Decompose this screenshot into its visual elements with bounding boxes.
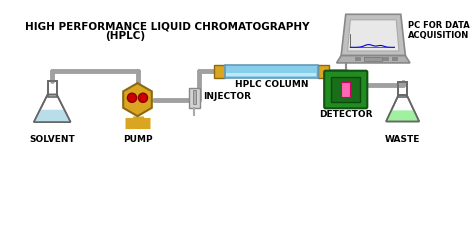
Polygon shape xyxy=(123,83,152,116)
Polygon shape xyxy=(347,20,399,51)
Circle shape xyxy=(138,93,147,102)
Circle shape xyxy=(128,93,137,102)
Bar xyxy=(383,57,389,61)
Bar xyxy=(227,73,316,76)
Bar xyxy=(192,90,196,104)
Polygon shape xyxy=(34,110,71,122)
Polygon shape xyxy=(34,94,71,122)
Text: DETECTOR: DETECTOR xyxy=(319,110,373,119)
Polygon shape xyxy=(337,55,410,63)
Bar xyxy=(214,65,225,78)
Bar xyxy=(399,82,407,97)
Text: PC FOR DATA
ACQUISITION: PC FOR DATA ACQUISITION xyxy=(408,21,470,40)
Polygon shape xyxy=(386,110,419,121)
Bar xyxy=(331,77,360,102)
Bar xyxy=(225,65,318,78)
Bar xyxy=(373,57,380,61)
Text: HIGH PERFORMANCE LIQUID CHROMATOGRAPHY: HIGH PERFORMANCE LIQUID CHROMATOGRAPHY xyxy=(25,22,309,32)
Bar xyxy=(47,81,57,97)
Bar xyxy=(189,88,200,108)
Bar xyxy=(392,57,398,61)
Bar xyxy=(318,65,329,78)
Text: (HPLC): (HPLC) xyxy=(106,31,146,41)
Bar xyxy=(399,82,407,97)
Bar xyxy=(355,57,361,61)
Text: WASTE: WASTE xyxy=(385,135,420,144)
Polygon shape xyxy=(386,95,419,121)
Bar xyxy=(341,82,350,97)
FancyBboxPatch shape xyxy=(324,71,367,108)
Bar xyxy=(47,81,57,97)
Text: HPLC COLUMN: HPLC COLUMN xyxy=(235,80,308,89)
Text: INJECTOR: INJECTOR xyxy=(203,92,252,101)
Text: SOLVENT: SOLVENT xyxy=(29,135,75,144)
Text: PUMP: PUMP xyxy=(123,135,152,144)
Bar xyxy=(364,57,371,61)
Polygon shape xyxy=(341,14,405,55)
Bar xyxy=(364,57,383,61)
